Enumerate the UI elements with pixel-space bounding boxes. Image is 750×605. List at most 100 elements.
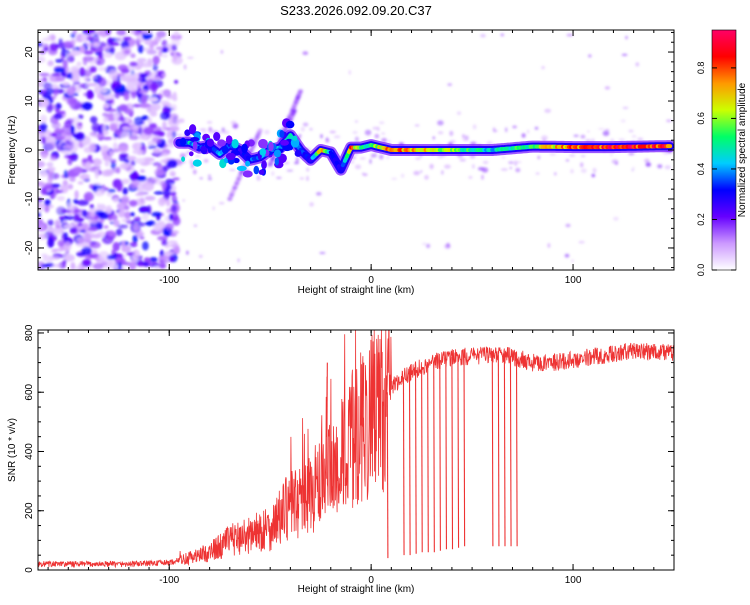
noise-speckle [204, 159, 209, 163]
noise-blob [135, 158, 145, 164]
noise-blob [64, 232, 68, 240]
snr-y-label: SNR (10 * v/v) [7, 418, 18, 482]
noise-blob [53, 88, 58, 97]
noise-speckle [355, 137, 359, 142]
noise-blob [127, 156, 137, 160]
noise-blob [71, 39, 78, 43]
ridge-blob [217, 139, 226, 146]
noise-speckle [301, 127, 305, 132]
noise-blob [108, 99, 113, 103]
noise-blob [172, 212, 179, 221]
noise-speckle [212, 206, 215, 210]
spectrogram-x-label: Height of straight line (km) [298, 285, 415, 296]
ridge-blob [222, 146, 228, 154]
noise-blob [134, 117, 144, 126]
x-tick-label: 100 [565, 575, 582, 586]
noise-speckle [565, 224, 570, 228]
noise-blob [78, 181, 84, 185]
noise-speckle [515, 168, 520, 172]
noise-speckle [665, 165, 671, 169]
noise-speckle [570, 169, 574, 174]
noise-blob [87, 36, 93, 41]
noise-speckle [447, 83, 452, 86]
y-tick-label: -20 [24, 240, 35, 255]
chirp-blob [298, 89, 303, 93]
noise-blob [78, 122, 82, 126]
noise-blob [73, 145, 78, 151]
noise-blob [48, 220, 54, 226]
noise-blob [134, 217, 141, 221]
noise-speckle [493, 127, 496, 132]
noise-speckle [381, 133, 385, 135]
noise-speckle [221, 50, 224, 54]
noise-blob [136, 176, 146, 182]
noise-speckle [579, 241, 585, 244]
noise-blob [171, 205, 177, 212]
colorbar-label: Normalized spectral amplitude [737, 82, 748, 217]
noise-blob [40, 98, 49, 107]
ridge-blob [292, 136, 297, 141]
noise-speckle [219, 202, 225, 204]
ridge-blob [213, 132, 220, 141]
ridge-blob [193, 141, 198, 151]
noise-speckle [644, 159, 650, 163]
noise-blob [146, 106, 158, 114]
noise-speckle [203, 132, 206, 134]
noise-speckle [574, 135, 579, 137]
noise-speckle [621, 119, 626, 122]
noise-blob [106, 205, 113, 214]
noise-blob [74, 190, 78, 199]
noise-blob [105, 160, 110, 167]
noise-blob [133, 235, 138, 244]
noise-speckle [302, 51, 308, 55]
noise-blob [121, 196, 130, 205]
noise-speckle [276, 177, 282, 179]
noise-blob [123, 37, 132, 40]
noise-speckle [300, 177, 305, 179]
chirp-blob [258, 128, 263, 132]
noise-speckle [522, 133, 526, 138]
noise-speckle [446, 243, 449, 248]
noise-blob [88, 219, 98, 224]
noise-speckle [352, 131, 357, 134]
snr-spike [510, 356, 511, 546]
noise-blob [64, 170, 69, 178]
noise-blob [54, 248, 64, 252]
noise-blob [109, 152, 113, 156]
noise-blob [39, 224, 44, 231]
noise-blob [77, 238, 84, 244]
noise-speckle [580, 162, 583, 167]
noise-speckle [462, 134, 465, 138]
noise-blob [55, 137, 65, 140]
noise-blob [55, 103, 61, 109]
snr-spike [498, 355, 499, 547]
noise-blob [78, 115, 84, 120]
noise-blob [74, 218, 84, 221]
noise-speckle [635, 62, 639, 66]
noise-blob [47, 238, 54, 248]
noise-blob [84, 147, 95, 153]
noise-blob [131, 160, 136, 166]
noise-blob [163, 89, 171, 97]
noise-speckle [194, 224, 197, 227]
noise-speckle [657, 164, 662, 168]
noise-blob [132, 104, 141, 107]
noise-speckle [303, 123, 309, 127]
snr-spike [428, 364, 429, 552]
noise-blob [92, 75, 97, 79]
colorbar: 0.00.20.40.60.8 Normalized spectral ampl… [696, 30, 748, 276]
noise-speckle [581, 155, 586, 157]
noise-speckle [666, 120, 671, 123]
noise-blob [84, 233, 91, 243]
ridge-blob [237, 166, 247, 171]
noise-blob [151, 212, 162, 217]
noise-blob [61, 150, 71, 154]
noise-speckle [193, 170, 197, 175]
noise-blob [126, 220, 134, 224]
noise-blob [36, 42, 43, 46]
noise-speckle [505, 127, 507, 132]
noise-speckle [386, 157, 389, 159]
noise-blob [132, 93, 136, 98]
noise-speckle [465, 136, 469, 140]
noise-speckle [501, 34, 505, 37]
